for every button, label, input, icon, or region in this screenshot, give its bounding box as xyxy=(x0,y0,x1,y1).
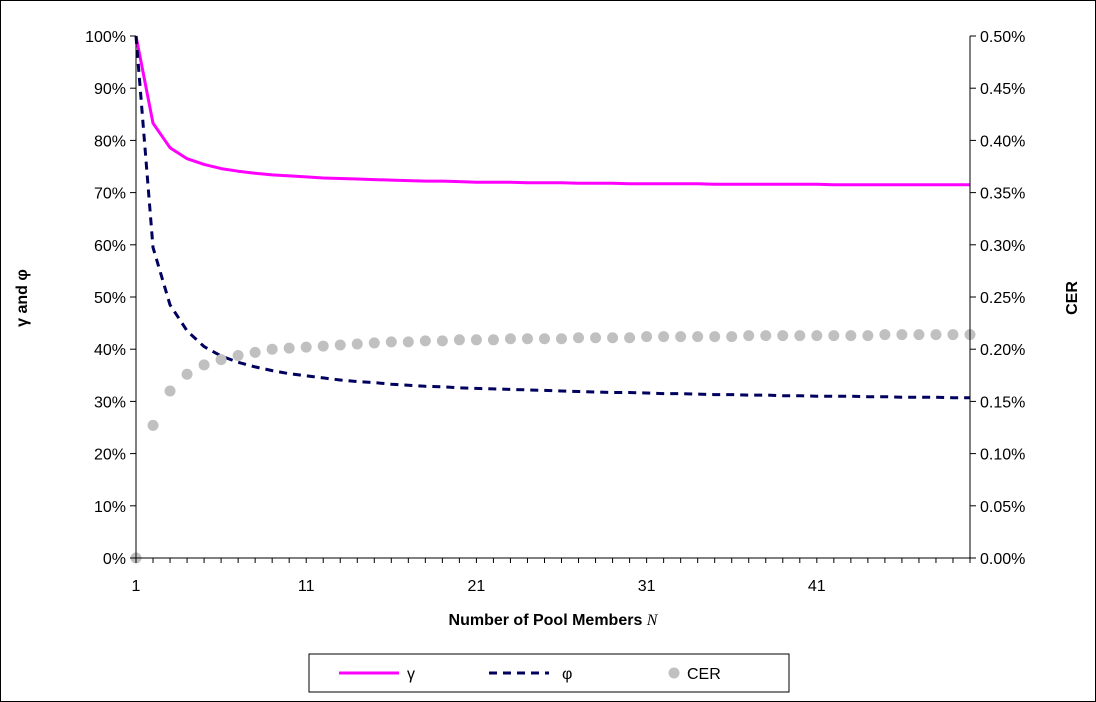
y-left-tick-label: 0% xyxy=(103,551,126,568)
y-axis-right-title: CER xyxy=(1064,281,1081,315)
legend: γ φ CER xyxy=(308,653,790,693)
y-left-tick-label: 40% xyxy=(94,342,126,359)
cer-data-point xyxy=(334,339,346,351)
cer-data-point xyxy=(368,337,380,349)
cer-data-point xyxy=(675,331,687,343)
cer-data-point xyxy=(521,333,533,345)
cer-data-point xyxy=(913,329,925,341)
y-right-tick-label: 0.35% xyxy=(980,186,1025,203)
cer-data-point xyxy=(828,330,840,342)
y-left-tick-label: 10% xyxy=(94,499,126,516)
cer-data-point xyxy=(811,330,823,342)
y-right-tick-label: 0.50% xyxy=(980,29,1025,46)
cer-data-point xyxy=(266,343,278,355)
cer-data-point xyxy=(692,331,704,343)
y-right-tick-label: 0.15% xyxy=(980,394,1025,411)
x-tick-label: 41 xyxy=(808,578,826,595)
cer-data-point xyxy=(760,330,772,342)
legend-label: CER xyxy=(687,666,721,683)
cer-data-point xyxy=(351,338,363,350)
y-right-tick-label: 0.45% xyxy=(980,81,1025,98)
y-left-tick-label: 90% xyxy=(94,81,126,98)
y-right-tick-label: 0.05% xyxy=(980,499,1025,516)
cer-data-point xyxy=(726,331,738,343)
cer-data-point xyxy=(556,333,568,345)
x-axis-title-variable: N xyxy=(646,612,659,629)
cer-data-point xyxy=(419,335,431,347)
y-right-tick-label: 0.30% xyxy=(980,238,1025,255)
cer-data-point xyxy=(198,359,210,371)
cer-data-point xyxy=(300,341,312,353)
y-right-tick-label: 0.10% xyxy=(980,447,1025,464)
cer-data-point xyxy=(624,332,636,344)
cer-data-point xyxy=(453,334,465,346)
cer-data-point xyxy=(385,336,397,348)
cer-data-point xyxy=(504,333,516,345)
cer-data-point xyxy=(538,333,550,345)
cer-data-point xyxy=(607,332,619,344)
y-left-tick-label: 30% xyxy=(94,394,126,411)
x-axis-title-text: Number of Pool Members xyxy=(449,612,647,629)
cer-data-point xyxy=(487,334,499,346)
legend-marker-cer xyxy=(668,667,680,679)
cer-data-point xyxy=(896,329,908,341)
cer-data-point xyxy=(845,330,857,342)
cer-data-point xyxy=(743,330,755,342)
cer-data-point xyxy=(249,346,261,358)
cer-data-point xyxy=(164,385,176,397)
cer-data-point xyxy=(879,329,891,341)
cer-data-point xyxy=(641,331,653,343)
cer-data-point xyxy=(402,336,414,348)
phi-series-line xyxy=(134,35,970,400)
axes-layer: 0% 10% 20% 30% 40% 50% 60% 70% 80% 90% 100% 0.00% 0.… xyxy=(85,29,1025,595)
x-axis-title: Number of Pool Members N xyxy=(449,612,659,629)
cer-data-point xyxy=(470,334,482,346)
x-tick-label: 1 xyxy=(132,578,141,595)
cer-data-point xyxy=(862,330,874,342)
cer-data-point xyxy=(947,329,959,341)
cer-data-point xyxy=(215,354,227,366)
cer-data-point xyxy=(709,331,721,343)
legend-label: φ xyxy=(562,666,572,683)
legend-label: γ xyxy=(407,666,415,683)
x-tick-label: 31 xyxy=(638,578,656,595)
cer-data-point xyxy=(147,419,159,431)
series-layer xyxy=(130,35,976,564)
cer-data-point xyxy=(930,329,942,341)
gamma-series-line xyxy=(134,35,970,187)
y-axis-left-title: γ and φ xyxy=(14,269,31,327)
x-tick-label: 21 xyxy=(468,578,486,595)
cer-data-point xyxy=(317,340,329,352)
cer-data-point xyxy=(181,368,193,380)
cer-data-point xyxy=(232,349,244,361)
cer-data-point xyxy=(283,342,295,354)
y-right-tick-label: 0.20% xyxy=(980,342,1025,359)
y-left-tick-label: 60% xyxy=(94,238,126,255)
y-right-tick-label: 0.25% xyxy=(980,290,1025,307)
y-left-tick-label: 80% xyxy=(94,133,126,150)
y-right-tick-label: 0.40% xyxy=(980,133,1025,150)
cer-data-point xyxy=(436,335,448,347)
cer-data-point xyxy=(658,331,670,343)
y-left-tick-label: 100% xyxy=(85,29,126,46)
y-right-tick-label: 0.00% xyxy=(980,551,1025,568)
y-left-tick-label: 50% xyxy=(94,290,126,307)
y-left-tick-label: 20% xyxy=(94,447,126,464)
y-left-tick-label: 70% xyxy=(94,186,126,203)
x-tick-label: 11 xyxy=(298,578,315,595)
cer-data-point xyxy=(590,332,602,344)
cer-data-point xyxy=(573,332,585,344)
cer-data-point xyxy=(777,330,789,342)
cer-data-point xyxy=(794,330,806,342)
